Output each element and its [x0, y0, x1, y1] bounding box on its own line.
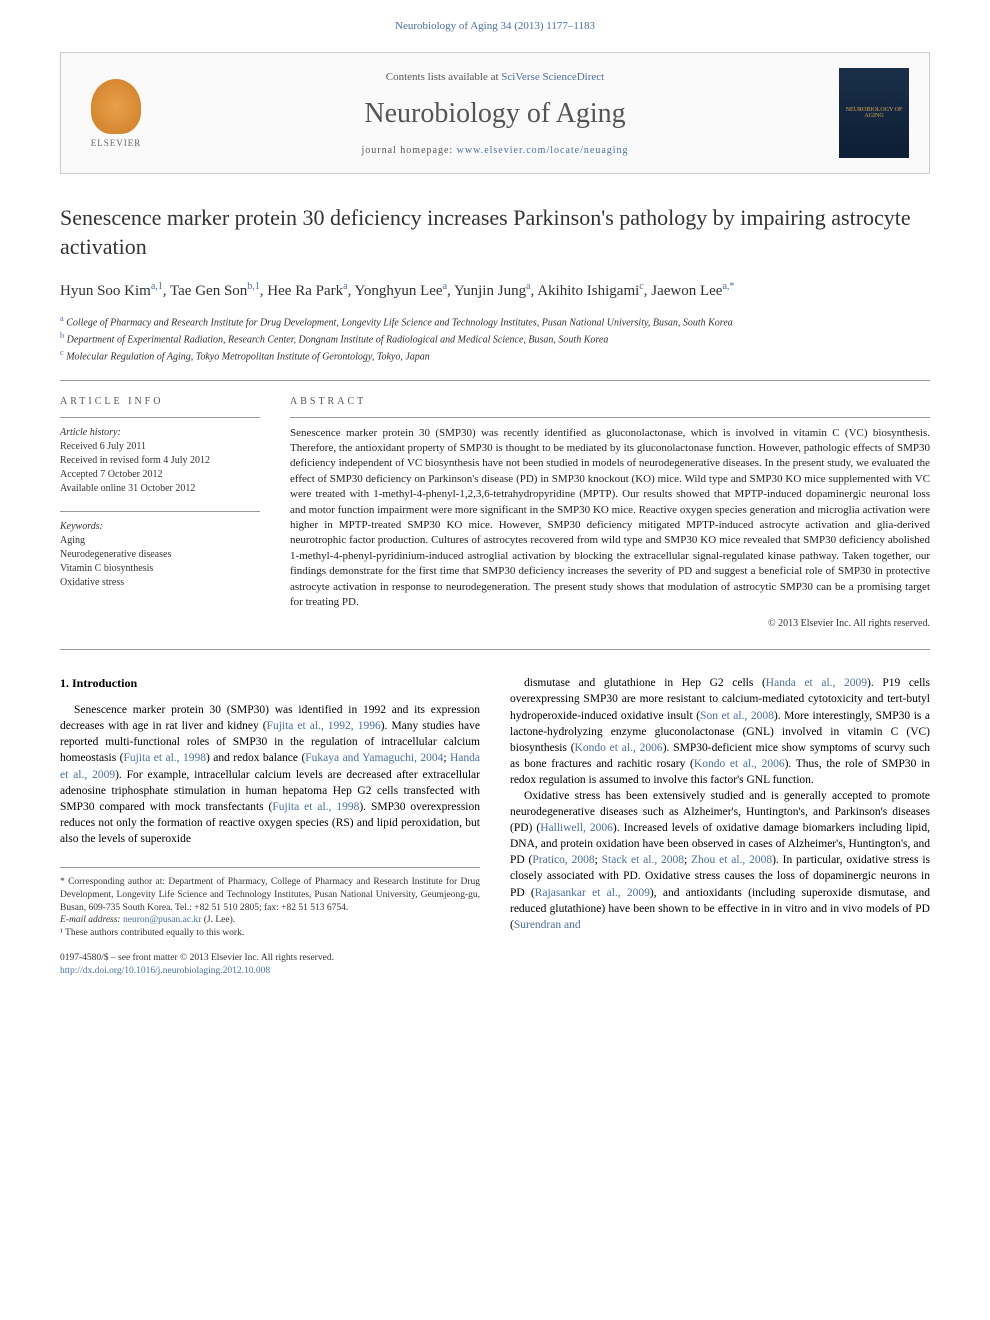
contents-prefix: Contents lists available at	[386, 71, 501, 83]
article-title: Senescence marker protein 30 deficiency …	[60, 204, 930, 261]
info-abstract-row: ARTICLE INFO Article history: Received 6…	[60, 396, 930, 630]
email-link[interactable]: neuron@pusan.ac.kr	[123, 915, 201, 925]
homepage-line: journal homepage: www.elsevier.com/locat…	[151, 145, 839, 156]
abstract-heading: ABSTRACT	[290, 396, 930, 407]
equal-contribution-note: ¹ These authors contributed equally to t…	[60, 927, 480, 940]
cover-label: NEUROBIOLOGY OF AGING	[843, 107, 905, 119]
elsevier-logo: ELSEVIER	[81, 73, 151, 153]
history-line: Received in revised form 4 July 2012	[60, 454, 260, 468]
citation-link[interactable]: Fujita et al., 1992, 1996	[267, 720, 381, 732]
abstract-copyright: © 2013 Elsevier Inc. All rights reserved…	[290, 618, 930, 629]
citation-link[interactable]: Neurobiology of Aging 34 (2013) 1177–118…	[395, 20, 595, 32]
doi-link[interactable]: http://dx.doi.org/10.1016/j.neurobiolagi…	[60, 966, 270, 976]
keyword: Neurodegenerative diseases	[60, 548, 260, 562]
homepage-prefix: journal homepage:	[361, 145, 456, 156]
history-label: Article history:	[60, 427, 121, 438]
left-column: 1. Introduction Senescence marker protei…	[60, 675, 480, 977]
citation-link[interactable]: Fujita et al., 1998	[123, 752, 206, 764]
divider	[60, 380, 930, 381]
citation-link[interactable]: Kondo et al., 2006	[575, 742, 663, 754]
contents-line: Contents lists available at SciVerse Sci…	[151, 71, 839, 83]
front-matter-line: 0197-4580/$ – see front matter © 2013 El…	[60, 952, 480, 965]
article-history: Article history: Received 6 July 2011Rec…	[60, 426, 260, 496]
keywords-block: Keywords: AgingNeurodegenerative disease…	[60, 520, 260, 590]
publisher-name: ELSEVIER	[91, 138, 142, 148]
paragraph: Oxidative stress has been extensively st…	[510, 788, 930, 933]
citation-link[interactable]: Rajasankar et al., 2009	[535, 887, 650, 899]
journal-masthead: ELSEVIER Contents lists available at Sci…	[60, 52, 930, 174]
elsevier-tree-icon	[91, 79, 141, 134]
email-line: E-mail address: neuron@pusan.ac.kr (J. L…	[60, 914, 480, 927]
keyword: Vitamin C biosynthesis	[60, 562, 260, 576]
history-line: Accepted 7 October 2012	[60, 468, 260, 482]
citation-link[interactable]: Pratico, 2008	[532, 854, 594, 866]
abstract-text: Senescence marker protein 30 (SMP30) was…	[290, 426, 930, 611]
article-info-heading: ARTICLE INFO	[60, 396, 260, 407]
citation-link[interactable]: Zhou et al., 2008	[691, 854, 772, 866]
paragraph: Senescence marker protein 30 (SMP30) was…	[60, 702, 480, 847]
divider	[60, 649, 930, 650]
author-list: Hyun Soo Kima,1, Tae Gen Sonb,1, Hee Ra …	[60, 279, 930, 303]
citation-link[interactable]: Fujita et al., 1998	[272, 801, 359, 813]
footer-copyright: 0197-4580/$ – see front matter © 2013 El…	[60, 952, 480, 978]
paragraph: dismutase and glutathione in Hep G2 cell…	[510, 675, 930, 788]
right-column: dismutase and glutathione in Hep G2 cell…	[510, 675, 930, 977]
journal-cover-thumb: NEUROBIOLOGY OF AGING	[839, 68, 909, 158]
citation-link[interactable]: Surendran and	[514, 919, 581, 931]
keyword: Aging	[60, 534, 260, 548]
sciencedirect-link[interactable]: SciVerse ScienceDirect	[501, 71, 604, 83]
homepage-link[interactable]: www.elsevier.com/locate/neuaging	[457, 145, 629, 156]
history-line: Received 6 July 2011	[60, 440, 260, 454]
citation-link[interactable]: Kondo et al., 2006	[694, 758, 785, 770]
keywords-label: Keywords:	[60, 521, 103, 532]
email-suffix: (J. Lee).	[201, 915, 235, 925]
affiliation-line: a College of Pharmacy and Research Insti…	[60, 313, 930, 330]
abstract-column: ABSTRACT Senescence marker protein 30 (S…	[290, 396, 930, 630]
keyword: Oxidative stress	[60, 576, 260, 590]
affiliations: a College of Pharmacy and Research Insti…	[60, 313, 930, 365]
journal-name: Neurobiology of Aging	[151, 98, 839, 130]
running-header: Neurobiology of Aging 34 (2013) 1177–118…	[0, 0, 990, 42]
email-label: E-mail address:	[60, 915, 123, 925]
corresponding-author-note: * Corresponding author at: Department of…	[60, 876, 480, 914]
section-heading: 1. Introduction	[60, 675, 480, 692]
citation-link[interactable]: Halliwell, 2006	[540, 822, 613, 834]
masthead-center: Contents lists available at SciVerse Sci…	[151, 71, 839, 156]
citation-link[interactable]: Son et al., 2008	[700, 710, 774, 722]
citation-link[interactable]: Fukaya and Yamaguchi, 2004	[305, 752, 443, 764]
citation-link[interactable]: Stack et al., 2008	[602, 854, 684, 866]
article-info: ARTICLE INFO Article history: Received 6…	[60, 396, 260, 630]
affiliation-line: b Department of Experimental Radiation, …	[60, 330, 930, 347]
article-body: Senescence marker protein 30 deficiency …	[0, 204, 990, 978]
body-columns: 1. Introduction Senescence marker protei…	[60, 675, 930, 977]
affiliation-line: c Molecular Regulation of Aging, Tokyo M…	[60, 347, 930, 364]
citation-link[interactable]: Handa et al., 2009	[766, 677, 867, 689]
footnotes: * Corresponding author at: Department of…	[60, 867, 480, 940]
history-line: Available online 31 October 2012	[60, 482, 260, 496]
